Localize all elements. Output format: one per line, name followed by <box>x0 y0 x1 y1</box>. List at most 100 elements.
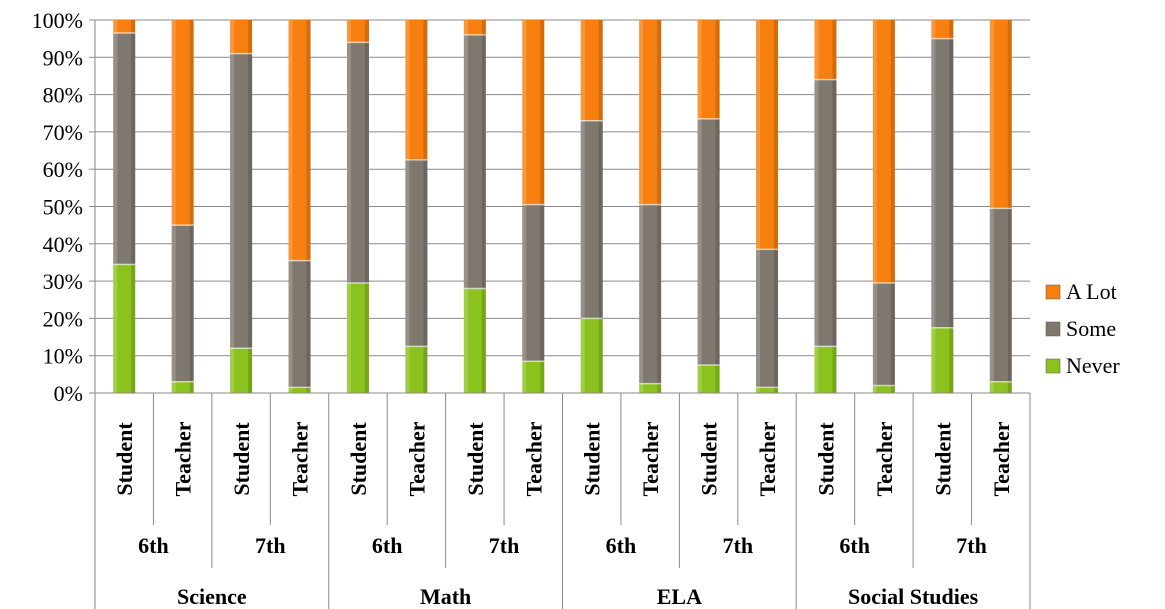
bar-segment-shade <box>248 53 253 349</box>
bar-segment-highlight <box>639 383 644 393</box>
bar-segment-shade <box>715 365 720 393</box>
legend-swatch-never <box>1045 358 1061 374</box>
bar-segment-some <box>756 249 779 388</box>
bar-segment-shade <box>890 385 895 393</box>
bar-segment-a-lot <box>288 20 311 261</box>
bar-segment-highlight <box>931 20 936 39</box>
bar-segment-highlight <box>522 20 527 205</box>
bar-segment-highlight <box>639 20 644 205</box>
x-group-label: Teacher <box>989 421 1014 496</box>
bar-segment-shade <box>540 204 545 362</box>
x-subject-label: Social Studies <box>848 584 979 609</box>
bar-segment-some <box>171 225 194 382</box>
y-tick-label: 70% <box>43 120 83 145</box>
x-group-label: Student <box>346 422 371 496</box>
bar-segment-some <box>580 120 603 319</box>
bar-segment-shade <box>131 264 136 393</box>
x-group-label: Teacher <box>872 421 897 496</box>
bar-segment-some <box>872 282 895 386</box>
x-group-label: Student <box>112 422 137 496</box>
bar-segment-highlight <box>872 385 877 393</box>
bar-segment-never <box>288 387 311 393</box>
bar-segment-a-lot <box>639 20 662 205</box>
bar-segment-a-lot <box>405 20 428 160</box>
bar-segment-shade <box>774 387 779 393</box>
bar-segment-highlight <box>639 204 644 384</box>
bar-segment-shade <box>248 348 253 393</box>
x-grade-label: 6th <box>606 533 637 558</box>
bar-segment-highlight <box>697 365 702 393</box>
bar-segment-never <box>522 361 545 393</box>
bar-segment-shade <box>189 20 194 226</box>
bars <box>113 20 1012 393</box>
x-group-label: Teacher <box>638 421 663 496</box>
x-grade-label: 7th <box>489 533 520 558</box>
bar-segment-shade <box>774 249 779 388</box>
bar-segment-shade <box>774 20 779 250</box>
bar-segment-highlight <box>346 42 351 283</box>
category-axis: Student Teacher Student Teacher Student Teach… <box>94 392 1031 609</box>
bar-segment-a-lot <box>171 20 194 226</box>
x-grade-label: 6th <box>839 533 870 558</box>
bar-segment-shade <box>598 120 603 319</box>
bar-segment-shade <box>540 361 545 393</box>
bar-segment-some <box>230 53 253 349</box>
y-tick-label: 100% <box>32 8 83 33</box>
bar-segment-never <box>756 387 779 393</box>
bar-segment-a-lot <box>989 20 1012 209</box>
bar-segment-shade <box>598 20 603 121</box>
bar-segment-shade <box>657 204 662 384</box>
bar-segment-highlight <box>405 159 410 347</box>
bar-segment-highlight <box>756 249 761 388</box>
bar-segment-never <box>989 381 1012 393</box>
y-axis-tick-labels: 0% 10% 20% 30% 40% 50% 60% 70% 80% 90% 100% <box>32 8 83 406</box>
bar-segment-highlight <box>756 20 761 250</box>
bar-segment-shade <box>949 20 954 39</box>
x-grade-label: 6th <box>138 533 169 558</box>
bar-segment-shade <box>598 318 603 393</box>
bar-segment-highlight <box>931 38 936 328</box>
bar-segment-highlight <box>288 20 293 261</box>
bar-segment-some <box>288 260 311 388</box>
legend-label: Never <box>1066 353 1120 378</box>
bar-segment-highlight <box>814 79 819 347</box>
x-group-label: Student <box>580 422 605 496</box>
bar-segment-highlight <box>756 387 761 393</box>
y-tick-label: 0% <box>54 381 83 406</box>
x-group-label: Student <box>930 422 955 496</box>
bar-segment-shade <box>364 282 369 393</box>
bar-segment-shade <box>306 260 311 388</box>
x-group-label: Teacher <box>755 421 780 496</box>
bar-segment-highlight <box>113 20 118 34</box>
bar-segment-shade <box>657 383 662 393</box>
bar-segment-some <box>113 33 136 265</box>
bar-segment-a-lot <box>756 20 779 250</box>
legend: A Lot Some Never <box>1045 279 1120 378</box>
bar-segment-shade <box>657 20 662 205</box>
bar-segment-highlight <box>346 20 351 43</box>
x-group-label: Student <box>463 422 488 496</box>
legend-swatch-some <box>1045 321 1061 337</box>
bar-segment-highlight <box>989 20 994 209</box>
bar-segment-shade <box>1007 208 1012 382</box>
bar-segment-highlight <box>405 346 410 393</box>
bar-segment-highlight <box>463 34 468 289</box>
bar-segment-some <box>639 204 662 384</box>
bar-segment-highlight <box>697 20 702 119</box>
legend-label: Some <box>1066 316 1116 341</box>
y-tick-label: 30% <box>43 269 83 294</box>
bar-segment-shade <box>131 20 136 34</box>
bar-segment-some <box>931 38 954 328</box>
bar-segment-a-lot <box>113 20 136 34</box>
bar-segment-some <box>697 118 720 366</box>
bar-segment-never <box>346 282 369 393</box>
bar-segment-shade <box>481 20 486 35</box>
bar-segment-a-lot <box>872 20 895 283</box>
bar-segment-never <box>171 381 194 393</box>
bar-segment-shade <box>131 33 136 265</box>
bar-segment-never <box>463 288 486 393</box>
bar-segment-shade <box>481 34 486 289</box>
bar-segment-some <box>405 159 428 347</box>
bar-segment-a-lot <box>814 20 837 80</box>
